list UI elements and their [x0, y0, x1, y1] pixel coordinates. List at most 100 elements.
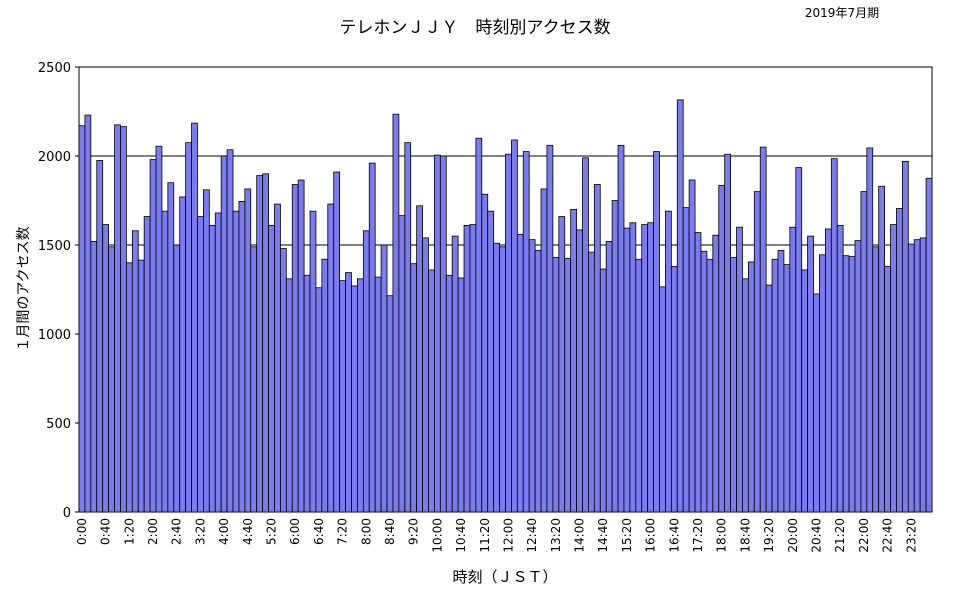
- bar: [404, 142, 412, 513]
- bar: [380, 244, 388, 513]
- y-tick-label: 0: [63, 506, 71, 521]
- x-tick-label: 14:40: [596, 518, 610, 553]
- x-tick-label: 14:00: [573, 518, 587, 553]
- bar: [641, 224, 649, 513]
- bars: [78, 99, 933, 513]
- bar: [368, 162, 376, 513]
- bar: [884, 265, 891, 513]
- bar: [866, 147, 874, 513]
- bar: [925, 177, 933, 513]
- bar: [558, 216, 566, 513]
- bar: [564, 257, 572, 513]
- bar: [362, 230, 370, 513]
- bar: [824, 228, 832, 513]
- bar: [546, 144, 554, 513]
- bar: [291, 184, 299, 513]
- x-tick-label: 20:40: [809, 518, 823, 553]
- bar: [214, 212, 222, 513]
- bar: [90, 241, 98, 513]
- bar: [724, 153, 731, 513]
- bar: [813, 293, 820, 513]
- bar: [753, 191, 761, 513]
- bar: [439, 155, 447, 513]
- x-tick-label: 2:40: [170, 518, 184, 545]
- bar: [653, 151, 660, 513]
- bar: [789, 226, 797, 513]
- bar: [428, 269, 435, 513]
- x-tick-label: 4:40: [241, 518, 255, 545]
- bar: [279, 248, 287, 513]
- bar: [202, 189, 210, 513]
- bar: [605, 241, 613, 513]
- bar: [410, 263, 418, 513]
- bar: [807, 235, 814, 513]
- bar: [78, 125, 86, 513]
- bar: [487, 210, 495, 513]
- x-tick-label: 1:20: [122, 518, 136, 545]
- bar: [493, 242, 500, 513]
- bar: [700, 250, 708, 513]
- x-tick-label: 13:20: [549, 518, 563, 553]
- x-tick-label: 12:00: [501, 518, 515, 553]
- bar: [481, 193, 489, 513]
- bar: [386, 295, 394, 513]
- bar: [670, 265, 678, 513]
- x-axis-ticks: 0:00 0:40 1:20 2:00 2:40 3:20 4:00 4:40 5:20 6:00…: [75, 518, 918, 553]
- bar: [759, 146, 767, 513]
- bar: [339, 280, 346, 513]
- bar: [872, 246, 880, 513]
- bar: [919, 237, 927, 513]
- bar: [676, 99, 684, 513]
- bar: [185, 142, 192, 513]
- bar: [570, 208, 577, 513]
- x-tick-label: 18:00: [715, 518, 729, 553]
- bar: [801, 269, 808, 513]
- bar: [108, 246, 115, 513]
- bar: [534, 249, 542, 513]
- bar: [682, 207, 690, 513]
- bar: [392, 113, 400, 513]
- bar: [623, 227, 631, 513]
- bar: [143, 216, 151, 513]
- bar: [268, 225, 275, 513]
- bar: [114, 124, 121, 513]
- x-tick-label: 10:40: [454, 518, 468, 553]
- bar: [913, 239, 921, 513]
- bar: [878, 185, 886, 513]
- bar: [297, 179, 305, 513]
- bar: [540, 188, 548, 513]
- bar: [694, 232, 702, 513]
- y-tick-label: 1000: [38, 328, 71, 343]
- bar: [505, 153, 512, 513]
- bar: [167, 182, 175, 513]
- bar: [511, 139, 518, 513]
- bar: [445, 274, 453, 513]
- x-tick-label: 10:00: [430, 518, 444, 553]
- bar: [102, 224, 110, 513]
- bar: [125, 262, 133, 513]
- bar: [191, 122, 198, 513]
- bar: [351, 285, 358, 513]
- x-tick-label: 12:40: [525, 518, 539, 553]
- bar: [161, 210, 169, 513]
- bar: [333, 171, 341, 513]
- bar: [830, 158, 838, 513]
- bar: [256, 175, 264, 513]
- x-tick-label: 9:20: [407, 518, 421, 545]
- bar: [629, 222, 637, 513]
- bar: [765, 284, 773, 513]
- x-tick-label: 21:20: [833, 518, 847, 553]
- bar: [617, 144, 625, 513]
- bar: [422, 237, 429, 513]
- bar: [469, 224, 477, 513]
- bar: [208, 225, 216, 513]
- x-tick-label: 20:00: [786, 518, 800, 553]
- x-tick-label: 0:00: [75, 518, 89, 545]
- bar: [588, 251, 595, 513]
- bar: [84, 114, 92, 513]
- bar: [463, 225, 471, 513]
- bar: [848, 256, 856, 513]
- bar: [860, 191, 868, 513]
- bar: [659, 286, 666, 513]
